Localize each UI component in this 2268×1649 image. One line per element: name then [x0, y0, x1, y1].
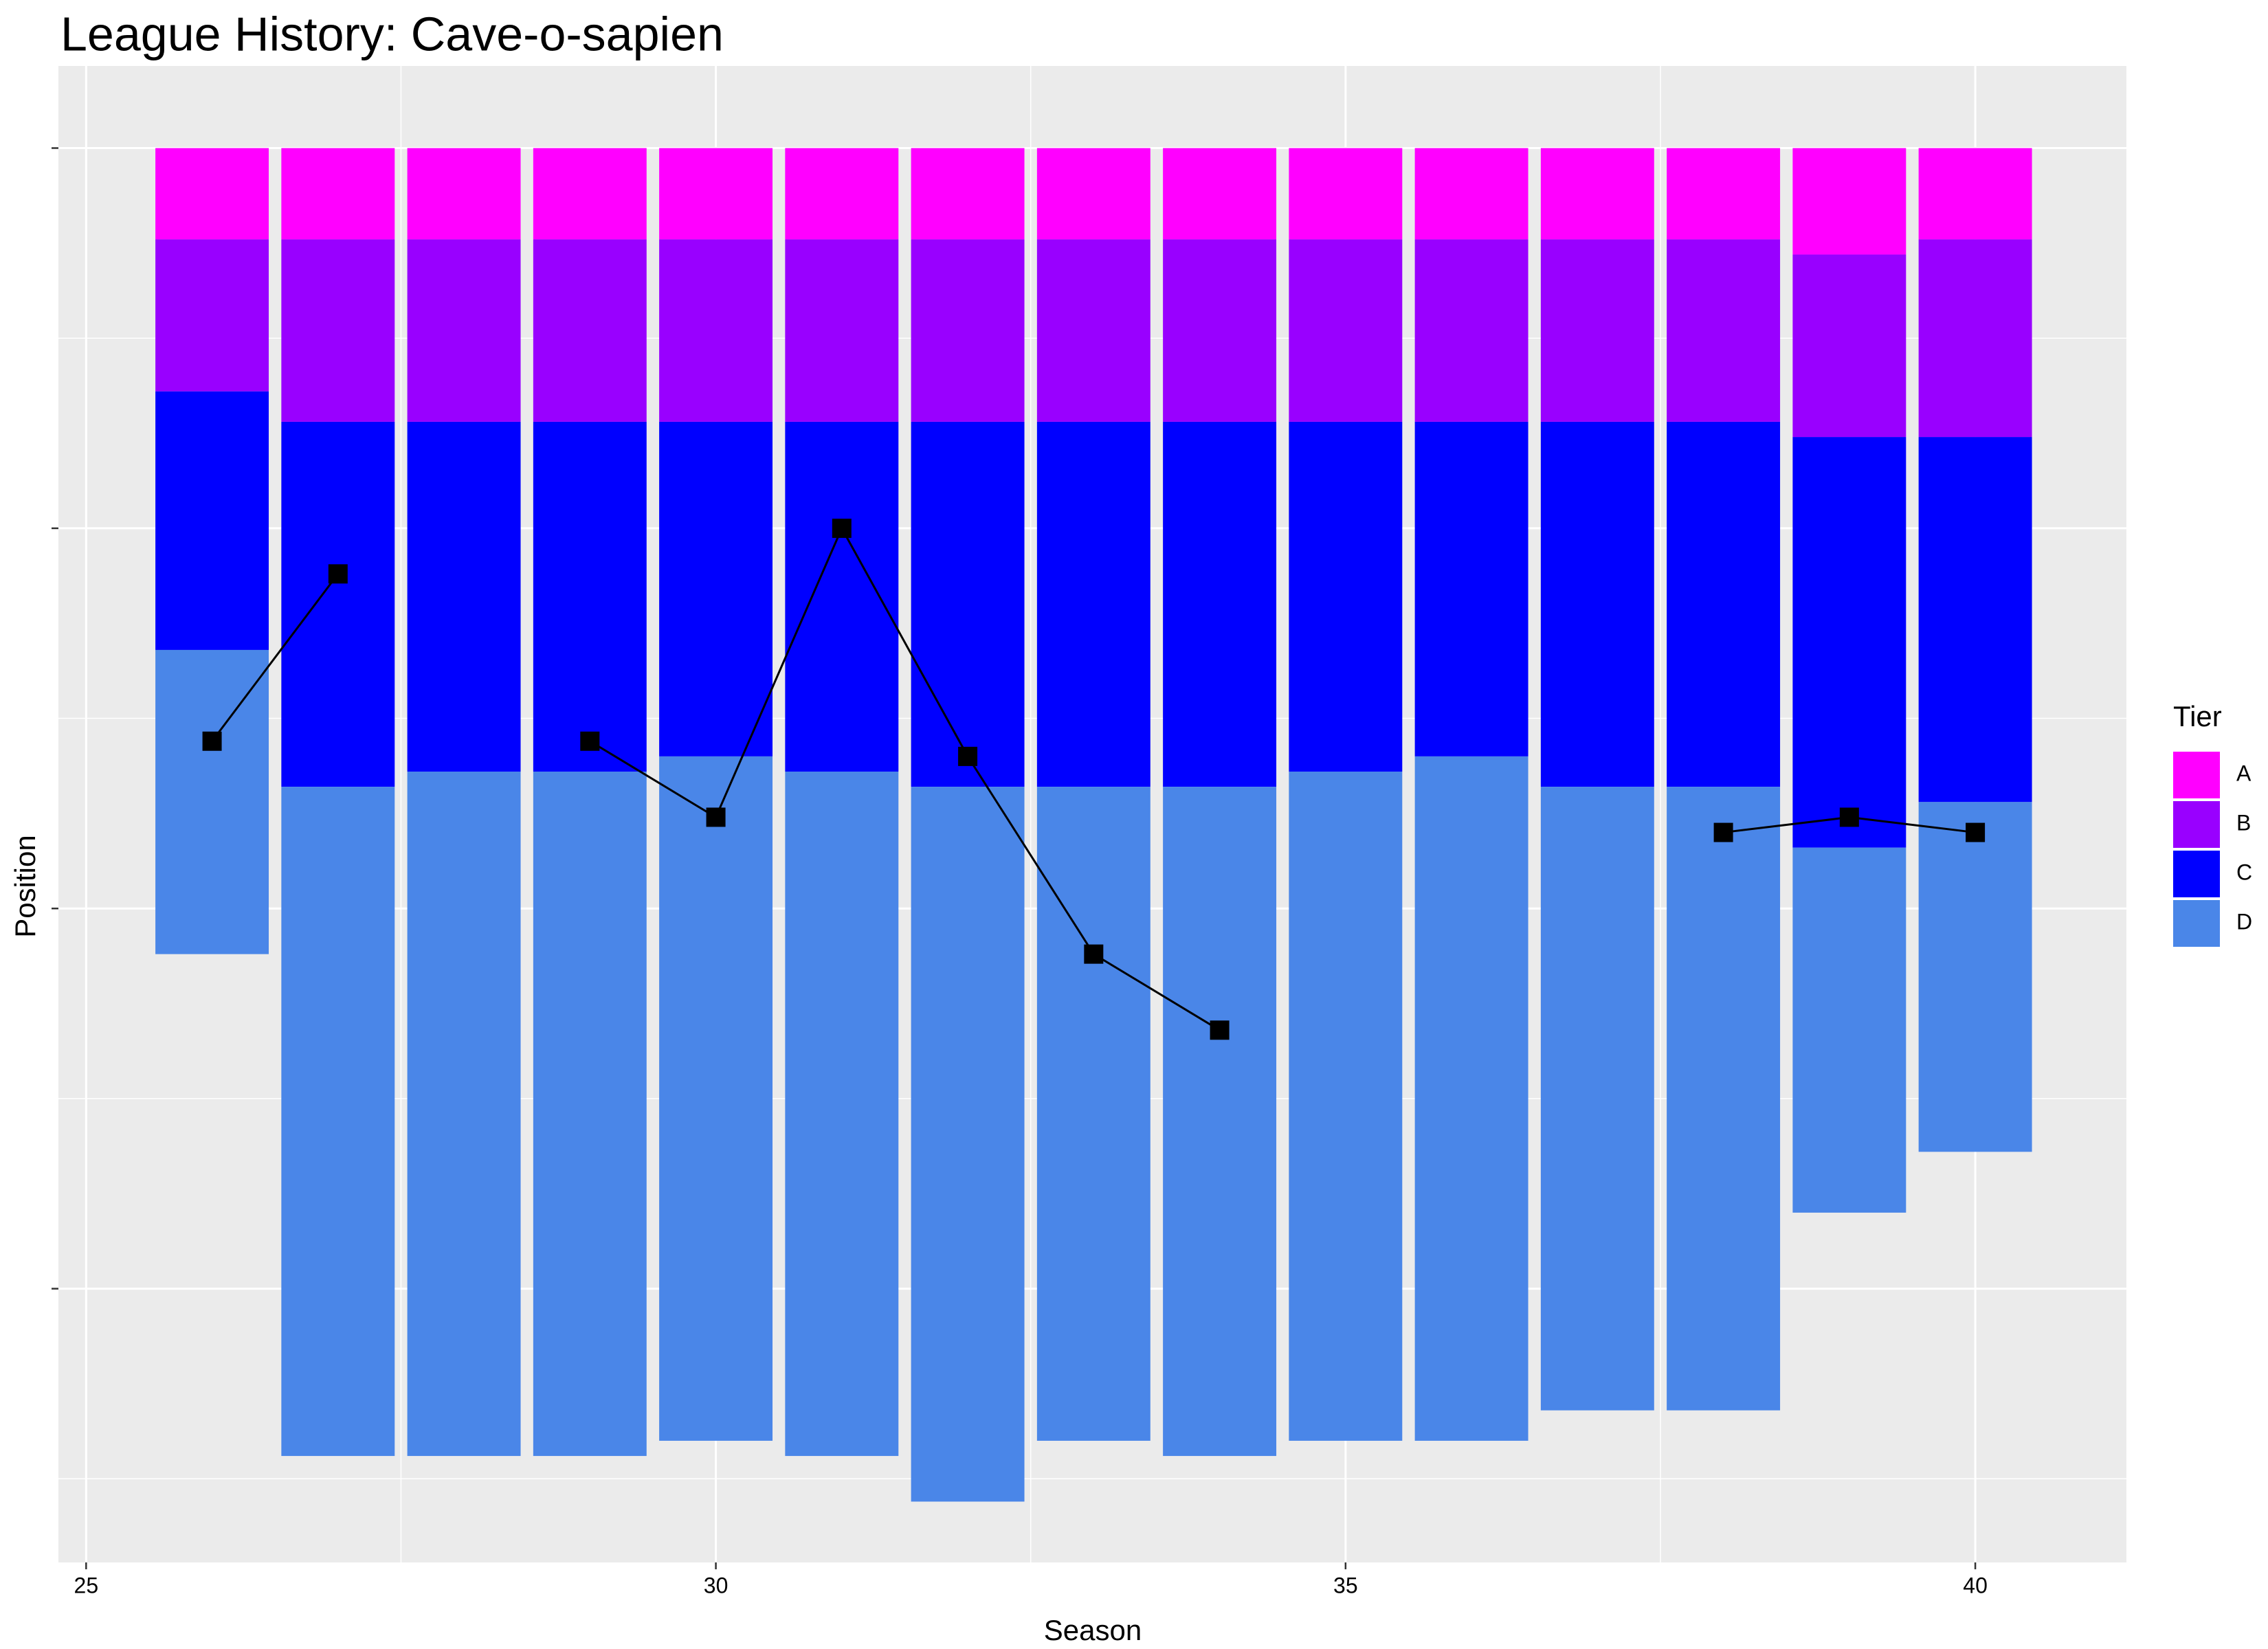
bar-segment — [785, 421, 899, 772]
bar-segment — [1667, 787, 1781, 1411]
position-marker — [328, 564, 348, 584]
x-tick-label: 40 — [1963, 1573, 1988, 1597]
bar-segment — [407, 148, 521, 240]
bar-segment — [155, 148, 269, 240]
bar-segment — [155, 649, 269, 954]
bar-segment — [533, 421, 647, 772]
bar-segment — [1414, 756, 1528, 1441]
bar-segment — [533, 239, 647, 422]
bar-segment — [1036, 148, 1150, 240]
bar-segment — [659, 756, 773, 1441]
bar-segment — [1163, 239, 1277, 422]
legend-label: C — [2236, 860, 2252, 884]
bar-segment — [1792, 847, 1906, 1213]
position-marker — [202, 731, 222, 751]
bar-segment — [281, 787, 395, 1457]
bar-segment — [281, 239, 395, 422]
bar-segment — [1163, 787, 1277, 1457]
position-marker — [706, 807, 726, 827]
bar-segment — [1163, 148, 1277, 240]
bar-segment — [1540, 787, 1654, 1411]
bar-segment — [1289, 772, 1403, 1441]
bar-segment — [1792, 437, 1906, 848]
legend-key — [2173, 801, 2220, 848]
y-axis-label: Position — [9, 835, 41, 937]
bar-segment — [407, 239, 521, 422]
bar-segment — [1289, 421, 1403, 772]
position-marker — [1713, 822, 1733, 842]
bar-segment — [1036, 421, 1150, 787]
bar-segment — [1918, 802, 2032, 1152]
legend-label: A — [2236, 761, 2252, 785]
position-marker — [1210, 1020, 1230, 1040]
bar-segment — [407, 772, 521, 1457]
bar-segment — [1540, 421, 1654, 787]
bar-segment — [1289, 148, 1403, 240]
x-axis-label: Season — [1044, 1614, 1142, 1646]
bar-segment — [911, 787, 1025, 1502]
position-marker — [1839, 807, 1859, 827]
bar-segment — [1163, 421, 1277, 787]
bar-segment — [1540, 239, 1654, 422]
bar-segment — [1667, 239, 1781, 422]
bar-segment — [785, 148, 899, 240]
bar-segment — [1036, 787, 1150, 1441]
bar-segment — [281, 421, 395, 787]
x-tick-label: 35 — [1333, 1573, 1358, 1597]
bar-segment — [533, 772, 647, 1457]
bar-segment — [1414, 421, 1528, 756]
bar-segment — [659, 148, 773, 240]
bar-segment — [155, 239, 269, 392]
legend-title: Tier — [2173, 700, 2222, 732]
bar-segment — [659, 239, 773, 422]
chart-title: League History: Cave-o-sapien — [60, 7, 724, 60]
bar-segment — [155, 391, 269, 650]
bar-segment — [1792, 148, 1906, 255]
bar-segment — [281, 148, 395, 240]
bar-segment — [533, 148, 647, 240]
bar-segment — [1667, 421, 1781, 787]
legend-key — [2173, 752, 2220, 798]
position-marker — [580, 731, 600, 751]
legend-label: D — [2236, 909, 2252, 934]
bar-segment — [911, 421, 1025, 787]
bar-segment — [911, 148, 1025, 240]
bar-segment — [1414, 239, 1528, 422]
bar-segment — [407, 421, 521, 772]
bar-segment — [1667, 148, 1781, 240]
bar-segment — [659, 421, 773, 756]
legend-key — [2173, 851, 2220, 897]
bar-segment — [911, 239, 1025, 422]
bar-segment — [785, 239, 899, 422]
bar-segment — [1414, 148, 1528, 240]
bar-segment — [1036, 239, 1150, 422]
legend-key — [2173, 900, 2220, 947]
legend-label: B — [2236, 810, 2251, 835]
position-marker — [1084, 944, 1104, 964]
x-tick-label: 30 — [704, 1573, 729, 1597]
position-marker — [958, 746, 978, 766]
position-marker — [1966, 822, 1986, 842]
bar-segment — [1918, 437, 2032, 803]
bar-segment — [1540, 148, 1654, 240]
position-marker — [832, 518, 852, 538]
bar-segment — [1289, 239, 1403, 422]
position-line — [589, 526, 1221, 1031]
bar-segment — [1918, 239, 2032, 438]
bar-segment — [1918, 148, 2032, 240]
bar-segment — [785, 772, 899, 1457]
bar-segment — [1792, 254, 1906, 438]
position-line — [211, 573, 340, 742]
x-tick-label: 25 — [74, 1573, 99, 1597]
